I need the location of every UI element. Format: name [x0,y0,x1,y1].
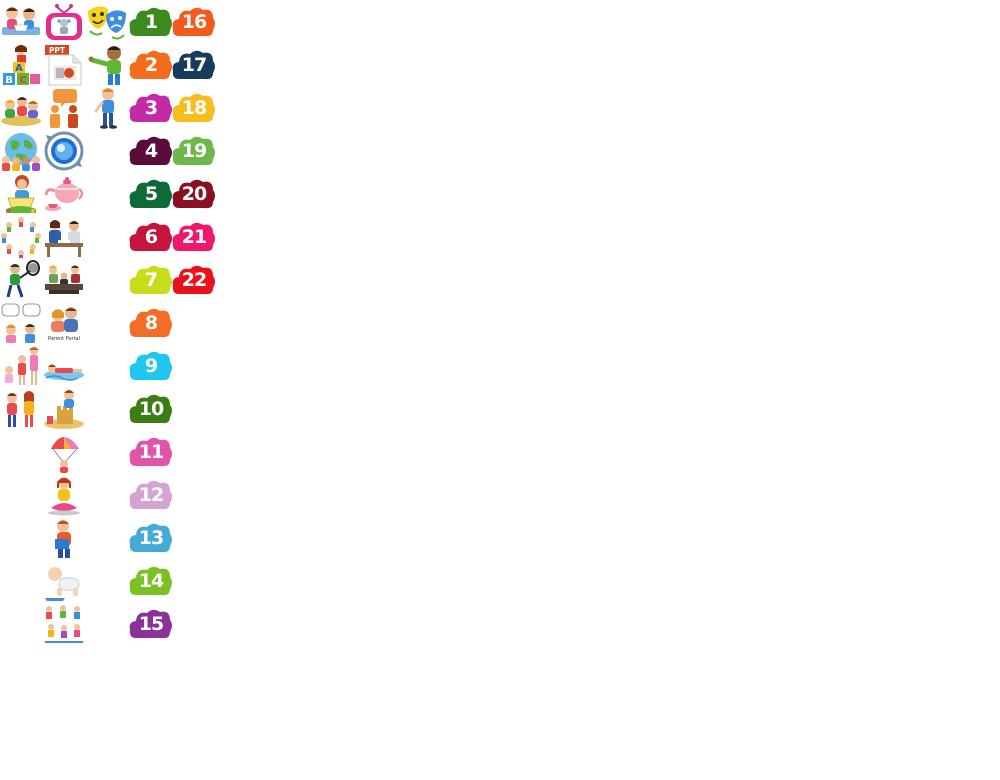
ppt-file-icon[interactable]: PPT [43,44,85,86]
svg-text:PPT: PPT [49,46,66,55]
number-15-cloud[interactable]: 15 [129,608,173,640]
baby-crawling-icon[interactable] [43,560,85,602]
parent-teacher-meeting-icon[interactable] [43,216,85,258]
number-3-cloud[interactable]: 3 [129,92,173,124]
theatre-masks-icon[interactable] [86,1,128,43]
robot-tv-icon[interactable] [43,1,85,43]
number-5-cloud[interactable]: 5 [129,178,173,210]
number-21-cloud[interactable]: 21 [172,221,216,253]
number-12-cloud[interactable]: 12 [129,479,173,511]
girl-reading-icon[interactable] [0,173,42,215]
sandcastle-icon[interactable] [43,388,85,430]
family-icon[interactable] [0,345,42,387]
parachute-icon[interactable] [43,431,85,473]
svg-text:C: C [19,75,26,86]
child-pointing-icon[interactable] [86,44,128,86]
number-11-cloud[interactable]: 11 [129,436,173,468]
number-19-cloud[interactable]: 19 [172,135,216,167]
kids-group-icon[interactable] [0,388,42,430]
boy-standing-icon[interactable] [86,87,128,129]
number-16-cloud[interactable]: 16 [172,6,216,38]
kids-playing-icon[interactable] [0,87,42,129]
boy-reading-icon[interactable] [43,517,85,559]
number-7-cloud[interactable]: 7 [129,264,173,296]
number-18-cloud[interactable]: 18 [172,92,216,124]
meeting-table-icon[interactable] [43,259,85,301]
number-8-cloud[interactable]: 8 [129,307,173,339]
girl-meditating-icon[interactable] [43,474,85,516]
refresh-globe-icon[interactable] [43,130,85,172]
svg-text:Parent Portal: Parent Portal [48,336,80,342]
number-4-cloud[interactable]: 4 [129,135,173,167]
svg-text:A: A [15,63,23,74]
svg-text:B: B [5,75,13,86]
child-swimming-icon[interactable] [43,345,85,387]
number-20-cloud[interactable]: 20 [172,178,216,210]
number-1-cloud[interactable]: 1 [129,6,173,38]
kids-activities-icon[interactable] [43,603,85,645]
number-22-cloud[interactable]: 22 [172,264,216,296]
number-6-cloud[interactable]: 6 [129,221,173,253]
children-reading-icon[interactable] [0,1,42,43]
number-17-cloud[interactable]: 17 [172,49,216,81]
number-2-cloud[interactable]: 2 [129,49,173,81]
number-10-cloud[interactable]: 10 [129,393,173,425]
child-racket-icon[interactable] [0,259,42,301]
globe-children-icon[interactable] [0,130,42,172]
teapot-icon[interactable] [43,173,85,215]
number-14-cloud[interactable]: 14 [129,565,173,597]
number-9-cloud[interactable]: 9 [129,350,173,382]
children-circle-icon[interactable] [0,216,42,258]
speech-bubbles-kids-icon[interactable] [0,302,42,344]
parent-portal-icon[interactable]: Parent Portal [43,302,85,344]
number-13-cloud[interactable]: 13 [129,522,173,554]
people-talking-icon[interactable] [43,87,85,129]
